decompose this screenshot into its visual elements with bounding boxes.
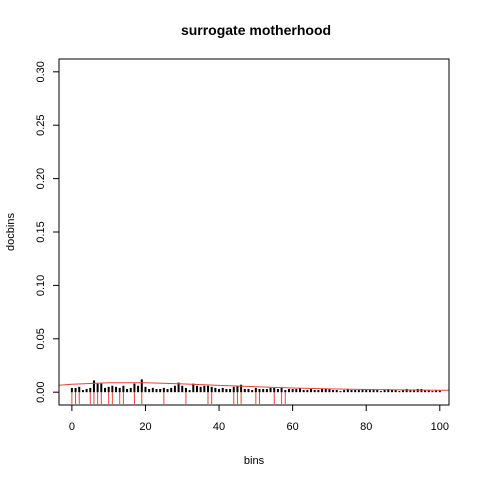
rug-layer [71, 390, 286, 404]
x-tick-label: 100 [431, 421, 449, 433]
x-tick-label: 80 [360, 421, 372, 433]
x-axis: 0 20 40 60 80 100 [69, 405, 449, 433]
bars-layer [70, 379, 441, 393]
y-tick-label: 0.15 [35, 221, 47, 242]
y-tick-label: 0.30 [35, 61, 47, 82]
plot-frame [58, 58, 450, 406]
y-tick-label: 0.20 [35, 168, 47, 189]
x-tick-label: 60 [287, 421, 299, 433]
y-tick-label: 0.00 [35, 381, 47, 402]
x-tick-label: 0 [69, 421, 75, 433]
y-tick-label: 0.25 [35, 114, 47, 135]
y-tick-label: 0.10 [35, 275, 47, 296]
y-tick-label: 0.05 [35, 328, 47, 349]
smooth-line [58, 382, 449, 391]
x-tick-label: 20 [139, 421, 151, 433]
x-axis-label: bins [244, 455, 265, 467]
y-axis: 0.00 0.05 0.10 0.15 0.20 0.25 0.30 [35, 61, 59, 403]
smooth-line-layer [58, 382, 449, 391]
y-axis-label: docbins [5, 213, 17, 251]
chart-title: surrogate motherhood [181, 22, 331, 38]
x-tick-label: 40 [213, 421, 225, 433]
